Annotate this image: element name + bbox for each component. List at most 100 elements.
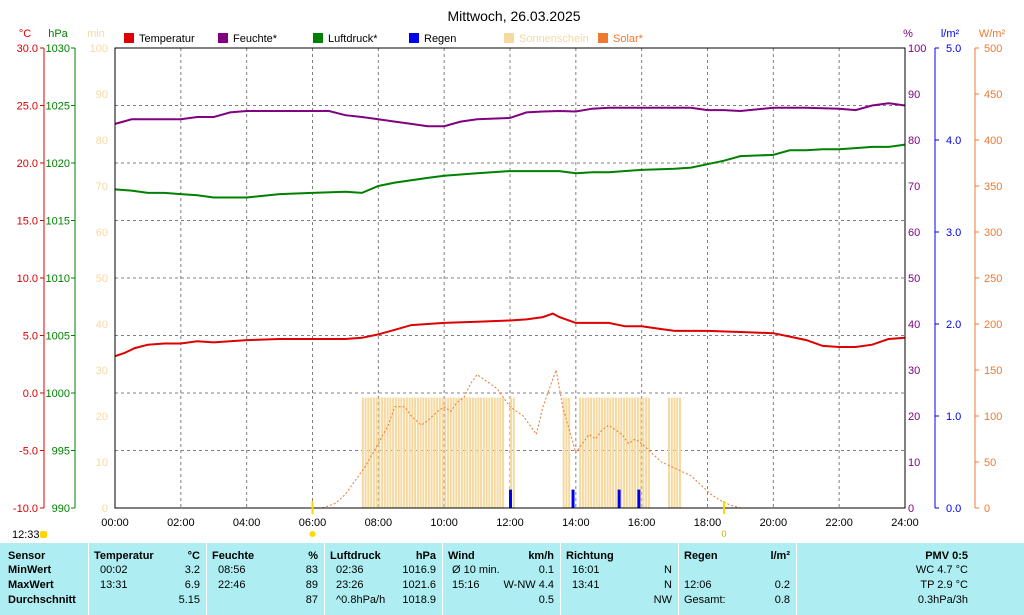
rain-header: Regen: [684, 550, 718, 562]
sunshine-bar: [444, 397, 447, 508]
pressure-tick-label: 1020: [46, 158, 70, 170]
sunshine-bar: [389, 397, 392, 508]
sunshine-tick-label: 80: [96, 135, 108, 147]
table-cell-wind-val: W-NW 4.4: [503, 579, 554, 591]
table-cell-dir-val: N: [664, 564, 672, 576]
sunshine-bar: [502, 397, 505, 508]
temperature-tick-label: 25.0: [17, 101, 38, 113]
rain-axis-unit: l/m²: [941, 28, 960, 40]
sunshine-bars: [361, 397, 681, 508]
table-cell-press-val: 1018.9: [402, 594, 436, 606]
pressure-tick-label: 1010: [46, 273, 70, 285]
table-cell-hum-time: 08:56: [218, 564, 246, 576]
rain-tick-label: 1.0: [946, 411, 961, 423]
sunshine-bar: [678, 397, 681, 508]
sunshine-bar: [372, 397, 375, 508]
table-cell-hum-val: 87: [305, 594, 318, 606]
sunshine-bar: [411, 397, 414, 508]
pressure-tick-label: 1030: [46, 43, 70, 55]
table-cell-pmv: TP 2.9 °C: [920, 579, 968, 591]
sunshine-bar: [485, 397, 488, 508]
sunshine-bar: [647, 397, 650, 508]
pressure-tick-label: 1005: [46, 331, 70, 343]
sunshine-bar: [587, 397, 590, 508]
x-tick-label: 06:00: [299, 517, 327, 529]
pmv-header: PMV 0:5: [925, 550, 968, 562]
legend-label: Luftdruck*: [328, 33, 378, 45]
sunshine-bar: [469, 397, 472, 508]
humidity-tick-label: 100: [908, 43, 926, 55]
legend-label: Temperatur: [139, 33, 195, 45]
table-cell-dir-val: NW: [653, 594, 672, 606]
sunshine-bar: [361, 397, 364, 508]
solar-tick-label: 50: [984, 457, 996, 469]
solar-tick-label: 450: [984, 89, 1002, 101]
pressure-tick-label: 995: [52, 446, 70, 458]
x-tick-label: 02:00: [167, 517, 195, 529]
sunshine-bar: [482, 397, 485, 508]
sunshine-bar: [378, 397, 381, 508]
sunshine-tick-label: 50: [96, 273, 108, 285]
sunshine-bar: [634, 397, 637, 508]
humidity-axis-unit: %: [903, 28, 913, 40]
right-axes: 10090807060504030201005.04.03.02.01.00.0…: [908, 43, 1002, 515]
pressure-tick-label: 1015: [46, 216, 70, 228]
sunshine-bar: [414, 397, 417, 508]
sunshine-bar: [427, 397, 430, 508]
rain-unit: l/m²: [770, 550, 790, 562]
sunshine-bar: [370, 397, 373, 508]
rain-tick-label: 0.0: [946, 503, 961, 515]
sunshine-bar: [430, 397, 433, 508]
solar-tick-label: 300: [984, 227, 1002, 239]
table-cell-wind-text: Ø 10 min.: [452, 564, 500, 576]
solar-tick-label: 350: [984, 181, 1002, 193]
temperature-axis-unit: °C: [19, 28, 31, 40]
sunshine-bar: [617, 397, 620, 508]
humidity-unit: %: [308, 550, 318, 562]
sunshine-bar: [642, 397, 645, 508]
solar-tick-label: 150: [984, 365, 1002, 377]
sunshine-bar: [405, 397, 408, 508]
sunshine-bar: [623, 397, 626, 508]
humidity-tick-label: 0: [908, 503, 914, 515]
humidity-tick-label: 90: [908, 89, 920, 101]
table-cell-press-time: ^0.8hPa/h: [336, 594, 386, 606]
table-cell-temp-time: 00:02: [100, 564, 128, 576]
pressure-tick-label: 990: [52, 503, 70, 515]
legend-swatch: [598, 33, 608, 43]
rain-bar: [571, 489, 575, 508]
plot-frame: [114, 47, 906, 509]
sunshine-bar: [581, 397, 584, 508]
sunshine-bar: [673, 397, 676, 508]
temperature-tick-label: 15.0: [17, 216, 38, 228]
table-cell-hum-val: 89: [305, 579, 318, 591]
sunshine-bar: [676, 397, 679, 508]
x-tick-label: 20:00: [760, 517, 788, 529]
table-cell-temp-val: 6.9: [184, 579, 200, 591]
table-cell-hum-val: 83: [305, 564, 318, 576]
sunshine-bar: [460, 397, 463, 508]
solar-tick-label: 0: [984, 503, 990, 515]
sunshine-bar: [458, 397, 461, 508]
pressure-tick-label: 1025: [46, 101, 70, 113]
sunshine-bar: [447, 397, 450, 508]
legend-label: Sonnenschein: [519, 33, 589, 45]
weather-chart: Mittwoch, 26.03.2025 °C hPa min% l/m² W/m² T…: [12, 8, 1005, 541]
grid: [115, 48, 905, 508]
humidity-tick-label: 70: [908, 181, 920, 193]
solar-tick-label: 400: [984, 135, 1002, 147]
pressure-axis-unit: hPa: [48, 28, 68, 40]
sunshine-bar: [477, 397, 480, 508]
table-cell-rain-val: 0.2: [774, 579, 790, 591]
table-cell-press-val: 1021.6: [402, 579, 436, 591]
sunshine-bar: [471, 397, 474, 508]
table-cell-dir-time: 13:41: [572, 579, 600, 591]
rain-tick-label: 5.0: [946, 43, 961, 55]
marker-label: 12:33: [12, 529, 40, 541]
sunshine-tick-label: 60: [96, 227, 108, 239]
table-cell-wind-text: 15:16: [452, 579, 480, 591]
pressure-tick-label: 1000: [46, 388, 70, 400]
sunshine-bar: [394, 397, 397, 508]
statistics-table: Sensor Temperatur °C Feuchte % Luftdruck…: [0, 543, 1024, 615]
x-tick-label: 24:00: [891, 517, 919, 529]
